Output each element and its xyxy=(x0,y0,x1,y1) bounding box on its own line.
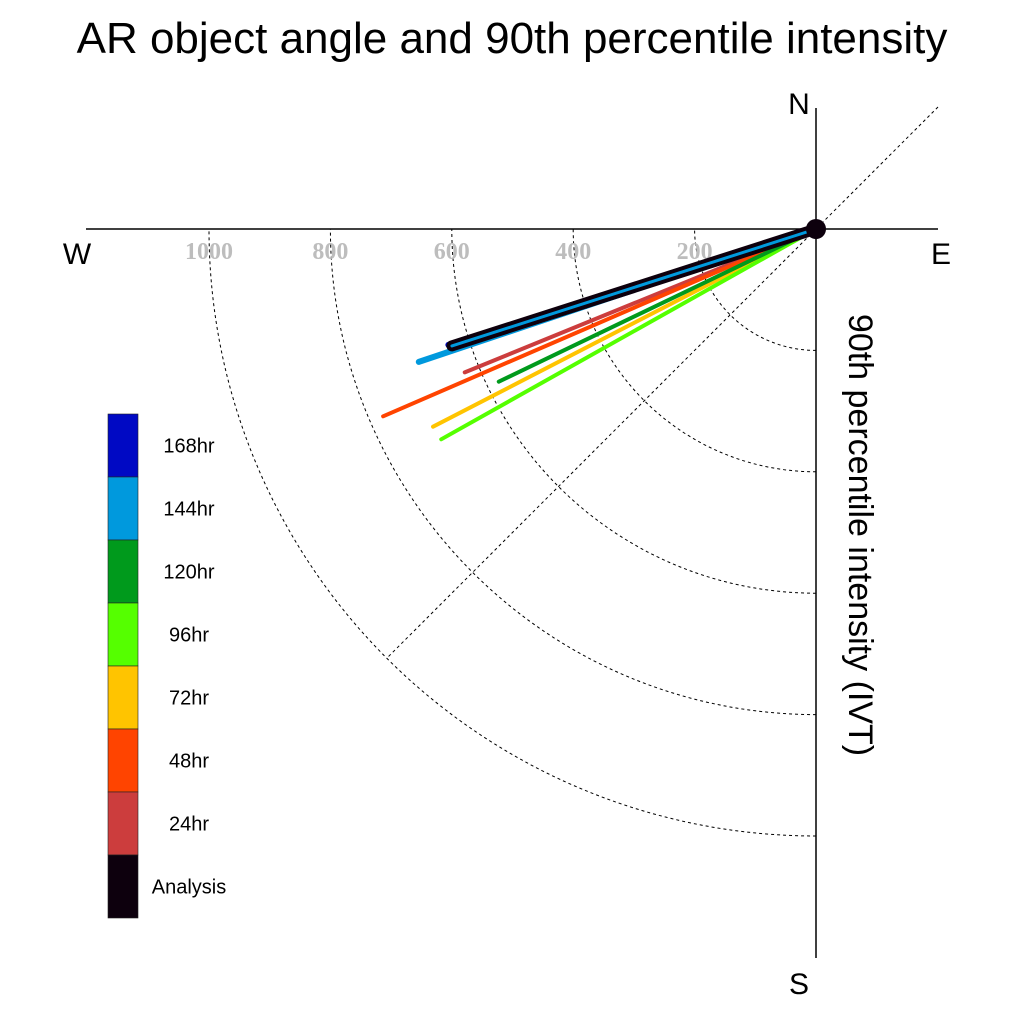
compass-north: N xyxy=(788,88,810,121)
origin-marker xyxy=(806,219,826,239)
legend-swatch-72hr xyxy=(107,665,139,730)
range-ring-0 xyxy=(694,228,817,351)
vector-48hr xyxy=(381,227,818,419)
legend-label-120hr: 120hr xyxy=(163,562,214,584)
legend-label-24hr: 24hr xyxy=(169,814,209,836)
legend-swatch-168hr xyxy=(107,413,139,478)
vector-72hr xyxy=(431,227,818,429)
range-ring-1 xyxy=(572,228,817,473)
color-legend: 168hr 144hr 120hr 96hr 72hr 48hr 24hr Analysis xyxy=(107,413,226,919)
tick-label-3: 800 xyxy=(312,239,348,265)
compass-axes xyxy=(86,108,938,958)
vector-96hr xyxy=(439,227,818,442)
compass-west: W xyxy=(63,238,92,271)
compass-east: E xyxy=(931,238,951,271)
legend-swatch-120hr xyxy=(107,539,139,604)
legend-swatch-24hr xyxy=(107,791,139,856)
legend-label-144hr: 144hr xyxy=(163,499,214,521)
range-ring-2 xyxy=(451,228,817,594)
legend-label-analysis: Analysis xyxy=(152,877,226,899)
tick-label-4: 1000 xyxy=(185,239,233,265)
legend-label-48hr: 48hr xyxy=(169,751,209,773)
diagonal-gridline xyxy=(386,106,939,659)
chart-title: AR object angle and 90th percentile inte… xyxy=(76,14,948,63)
vector-series xyxy=(381,223,822,442)
legend-swatch-96hr xyxy=(107,602,139,667)
vector-120hr xyxy=(496,227,818,384)
legend-label-72hr: 72hr xyxy=(169,688,209,710)
legend-swatch-analysis xyxy=(107,854,139,919)
compass-south: S xyxy=(789,968,809,1001)
range-ring-3 xyxy=(329,228,817,716)
y-axis-title: 90th percentile intensity (IVT) xyxy=(841,314,879,756)
legend-label-96hr: 96hr xyxy=(169,625,209,647)
tick-label-2: 600 xyxy=(434,239,470,265)
range-ring-4 xyxy=(208,228,817,837)
legend-swatch-48hr xyxy=(107,728,139,793)
tick-label-1: 400 xyxy=(555,239,591,265)
legend-swatch-144hr xyxy=(107,476,139,541)
legend-label-168hr: 168hr xyxy=(163,436,214,458)
polar-grid xyxy=(208,106,939,837)
vector-analysis-inner xyxy=(450,227,818,348)
